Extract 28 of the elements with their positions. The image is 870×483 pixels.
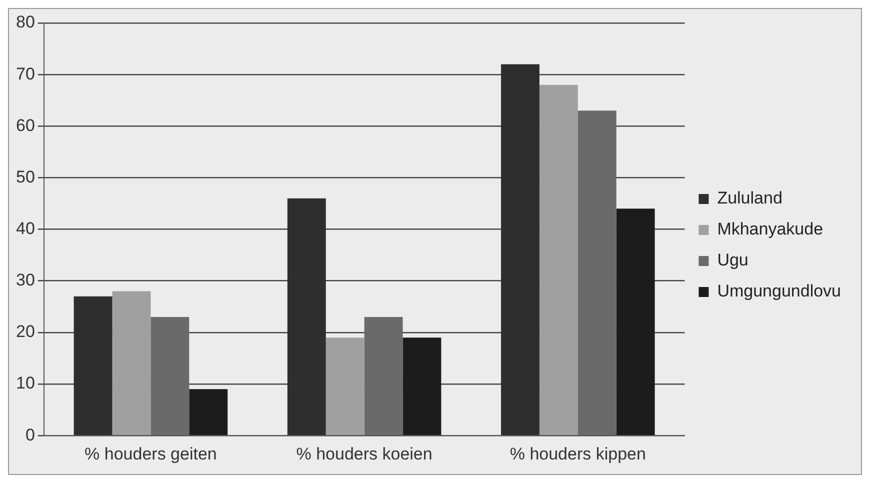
bar bbox=[539, 84, 578, 435]
legend-label: Ugu bbox=[717, 250, 748, 270]
y-tick-label: 60 bbox=[16, 116, 35, 135]
x-tick-label: % houders geiten bbox=[84, 444, 217, 464]
legend-label: Mkhanyakude bbox=[717, 220, 824, 239]
bar bbox=[501, 64, 540, 435]
y-tick-label: 50 bbox=[16, 167, 35, 186]
bar bbox=[578, 110, 616, 435]
y-tick-label: 80 bbox=[16, 12, 35, 32]
bar bbox=[74, 296, 112, 435]
bar bbox=[402, 338, 442, 435]
bar bbox=[150, 316, 190, 435]
x-tick-label: % houders kippen bbox=[510, 444, 646, 464]
bar bbox=[326, 338, 364, 435]
y-tick-label: 30 bbox=[16, 270, 35, 290]
bar bbox=[616, 208, 655, 435]
bar bbox=[364, 316, 403, 435]
x-tick-label: % houders koeien bbox=[296, 444, 432, 464]
y-tick-label: 20 bbox=[16, 322, 35, 342]
bar bbox=[112, 291, 151, 435]
legend-label: Umgungundlovu bbox=[717, 282, 842, 301]
y-tick-label: 40 bbox=[16, 218, 35, 238]
bar bbox=[189, 389, 228, 435]
y-tick-label: 10 bbox=[16, 374, 35, 393]
y-tick-label: 0 bbox=[25, 425, 35, 444]
y-tick-label: 70 bbox=[16, 64, 35, 84]
bar bbox=[287, 198, 326, 435]
legend-label: Zululand bbox=[717, 188, 782, 208]
